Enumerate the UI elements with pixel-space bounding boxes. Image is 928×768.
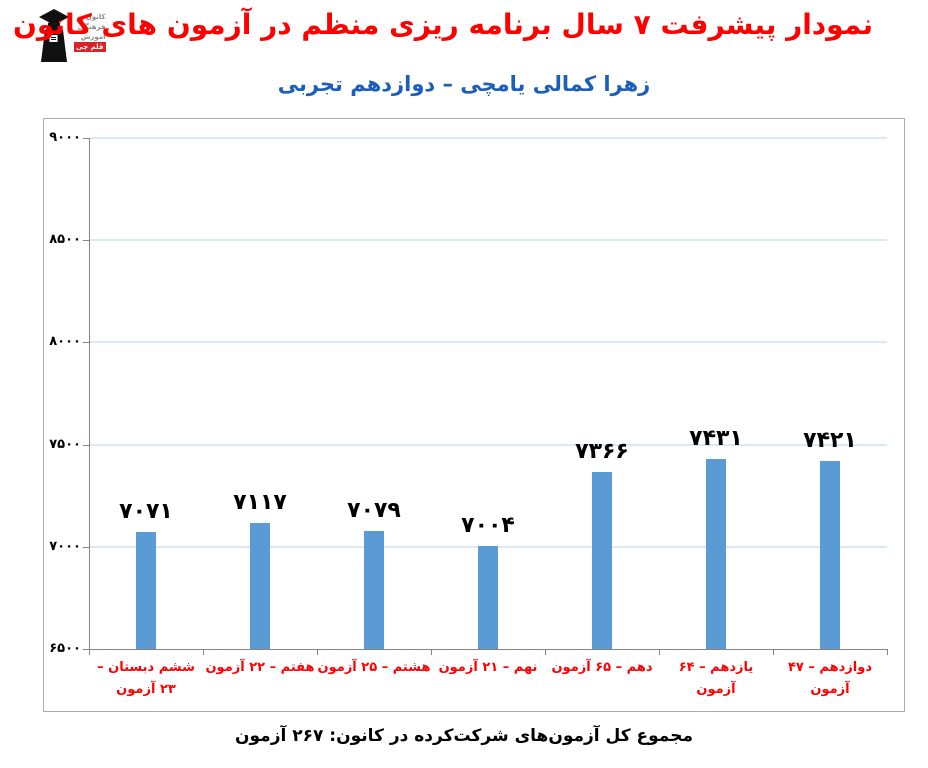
page-subtitle: زهرا کمالی یامچی – دوازدهم تجربی — [277, 72, 651, 96]
chart-plot-area: ۶۵۰۰ ۷۰۰۰ ۷۵۰۰ ۸۰۰۰ ۸۵۰۰ ۹۰۰۰ ۷۰۷۱ ششم دبستان –… — [44, 119, 904, 711]
bar-value-label: ۷۰۰۴ — [461, 512, 515, 538]
gridline — [89, 239, 887, 242]
gridline — [89, 443, 887, 446]
bar — [478, 545, 498, 649]
gridline — [89, 341, 887, 344]
bar-value-label: ۷۱۱۷ — [233, 489, 287, 515]
graduate-figure-icon — [36, 4, 72, 64]
y-tick-label: ۶۵۰۰ — [49, 641, 81, 656]
y-axis-tick — [83, 240, 89, 242]
x-category-label: دوازدهم – ۴۷ آزمون — [788, 660, 872, 698]
total-exams-caption: مجموع کل آزمون‌های شرکت‌کرده در کانون: ۲… — [235, 726, 693, 746]
page-title: نمودار پیشرفت ۷ سال برنامه ریزی منظم در … — [12, 8, 873, 41]
x-axis-tick — [317, 649, 318, 655]
gridline — [89, 137, 887, 139]
bar — [136, 532, 156, 649]
x-category-label: نهم – ۲۱ آزمون — [438, 660, 538, 675]
logo-text: کانون فرهنگی آموزش قلم چی — [74, 12, 106, 52]
y-axis-tick — [83, 342, 89, 344]
bar — [592, 471, 612, 649]
logo-line-2: فرهنگی — [77, 23, 106, 31]
x-axis-tick — [545, 649, 546, 655]
bar-value-label: ۷۰۷۱ — [119, 499, 173, 525]
bar — [364, 530, 384, 649]
y-tick-label: ۸۰۰۰ — [49, 334, 81, 350]
x-axis-line — [89, 649, 888, 650]
y-axis-tick — [83, 444, 89, 446]
y-tick-label: ۸۵۰۰ — [49, 232, 81, 248]
y-axis-tick — [83, 138, 89, 139]
x-category-label: دهم – ۶۵ آزمون — [551, 660, 653, 675]
x-axis-tick — [431, 649, 432, 655]
y-axis-tick — [83, 546, 89, 548]
bar-value-label: ۷۰۷۹ — [347, 497, 401, 523]
bar-value-label: ۷۴۳۱ — [689, 425, 743, 451]
x-category-label: هشتم – ۲۵ آزمون — [317, 660, 431, 675]
bar-value-label: ۷۳۶۶ — [575, 438, 629, 464]
y-tick-label: ۹۰۰۰ — [49, 130, 81, 145]
x-axis-tick — [887, 649, 888, 655]
bar — [250, 522, 270, 649]
logo-line-3: آموزش — [80, 33, 106, 41]
x-axis-tick — [203, 649, 204, 655]
bar-value-label: ۷۴۲۱ — [803, 427, 857, 453]
x-axis-tick — [659, 649, 660, 655]
bar-chart: ۶۵۰۰ ۷۰۰۰ ۷۵۰۰ ۸۰۰۰ ۸۵۰۰ ۹۰۰۰ ۷۰۷۱ ششم دبستان –… — [43, 118, 905, 712]
kanoon-ghalamchi-logo: کانون فرهنگی آموزش قلم چی — [36, 4, 106, 64]
logo-line-1: کانون — [85, 13, 106, 21]
x-category-label: هفتم – ۲۲ آزمون — [205, 660, 315, 675]
y-tick-label: ۷۰۰۰ — [49, 538, 81, 554]
bar — [706, 458, 726, 649]
x-category-label: یازدهم – ۶۴ آزمون — [678, 660, 754, 698]
x-axis-tick — [89, 649, 90, 655]
x-axis-tick — [773, 649, 774, 655]
y-tick-label: ۷۵۰۰ — [49, 436, 81, 452]
y-axis-tick — [83, 649, 89, 650]
y-axis-line — [89, 138, 90, 650]
bar — [820, 460, 840, 649]
logo-line-4: قلم چی — [74, 42, 106, 52]
x-category-label: ششم دبستان – ۲۳ آزمون — [97, 660, 195, 698]
